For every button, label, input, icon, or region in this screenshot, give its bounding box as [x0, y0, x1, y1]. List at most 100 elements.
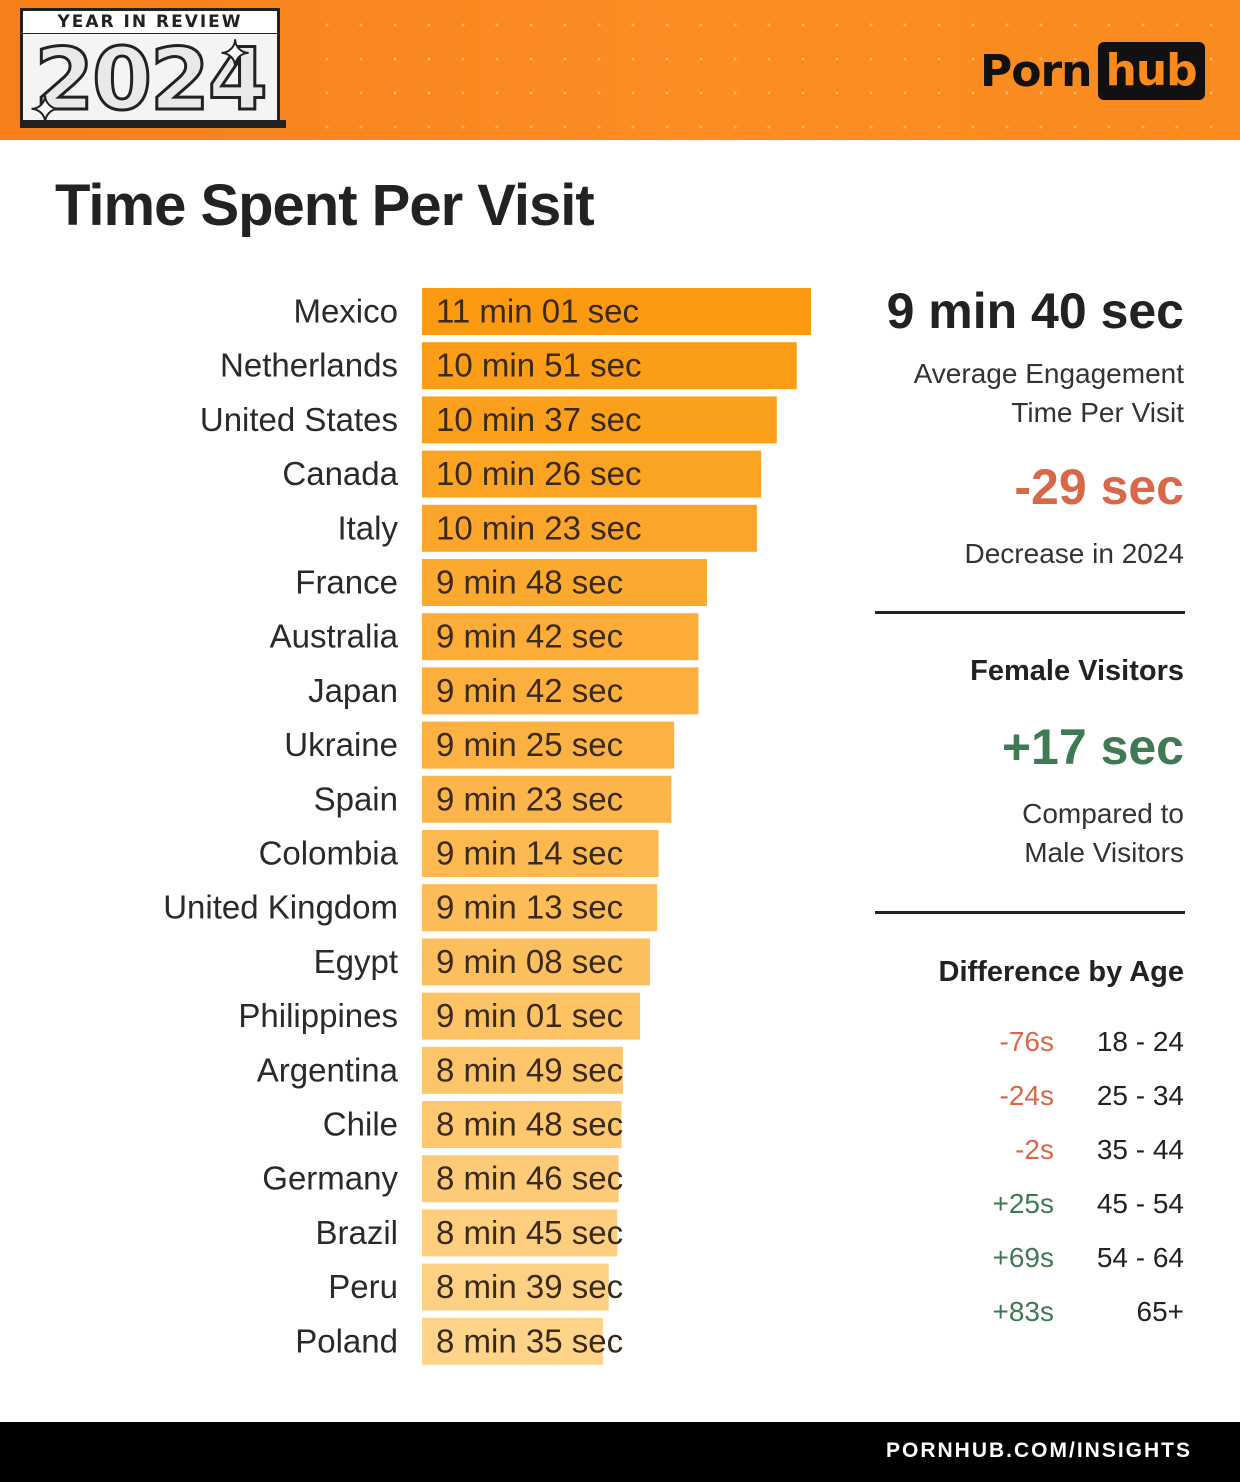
bar — [422, 775, 672, 823]
bar — [422, 504, 757, 552]
country-label: United Kingdom — [163, 889, 398, 926]
bar — [422, 938, 650, 986]
country-label: Colombia — [259, 835, 399, 872]
bar — [422, 992, 641, 1040]
bar-value-label: 9 min 08 sec — [436, 943, 623, 980]
country-label: Netherlands — [220, 347, 398, 384]
bar-chart: Mexico 11 min 01 sec Netherlands 10 min 51 … — [163, 288, 811, 1365]
bar — [422, 830, 659, 877]
average-label-line1: Average Engagement — [913, 358, 1184, 389]
bar — [422, 450, 762, 498]
page-title: Time Spent Per Visit — [55, 173, 595, 238]
country-label: Egypt — [314, 943, 398, 980]
average-label-line2: Time Per Visit — [1011, 397, 1184, 428]
female-visitors-value: +17 sec — [1001, 719, 1184, 775]
country-label: Spain — [314, 780, 398, 817]
bar-value-label: 10 min 26 sec — [436, 455, 641, 492]
footer-bar: PORNHUB.COM/INSIGHTS — [0, 1422, 1240, 1482]
age-row: +69s 54 - 64 — [960, 1242, 1185, 1282]
sparkle-icon: ✦ — [219, 33, 251, 74]
age-range: 65+ — [1136, 1296, 1185, 1327]
bar — [422, 288, 811, 335]
bar-value-label: 9 min 14 sec — [436, 835, 623, 872]
country-label: Chile — [323, 1106, 398, 1143]
bar — [422, 1209, 618, 1257]
age-diff: +25s — [992, 1188, 1055, 1219]
age-range: 35 - 44 — [1096, 1134, 1184, 1165]
bar — [422, 1317, 603, 1365]
yearly-change-value: -29 sec — [1014, 459, 1184, 515]
badge-underline — [20, 120, 286, 128]
bar — [422, 613, 699, 661]
bar — [422, 1101, 622, 1148]
female-label-line2: Male Visitors — [1024, 837, 1184, 868]
bar — [422, 667, 699, 715]
age-diff: -24s — [999, 1080, 1054, 1111]
bar-value-label: 8 min 35 sec — [436, 1322, 623, 1359]
bar-value-label: 11 min 01 sec — [436, 293, 639, 330]
female-label-line1: Compared to — [1022, 798, 1184, 829]
age-diff: +83s — [992, 1296, 1055, 1327]
bar-value-label: 8 min 45 sec — [436, 1214, 623, 1251]
logo-text-right: hub — [1097, 42, 1205, 100]
country-label: Canada — [282, 455, 398, 492]
bar-value-label: 8 min 46 sec — [436, 1160, 623, 1197]
country-label: Mexico — [293, 293, 398, 330]
age-range: 18 - 24 — [1096, 1026, 1184, 1057]
age-range: 45 - 54 — [1096, 1188, 1184, 1219]
bar — [422, 1263, 609, 1311]
badge-label: YEAR IN REVIEW — [20, 8, 280, 36]
logo-text-left: Porn — [980, 45, 1092, 97]
average-time-value: 9 min 40 sec — [886, 283, 1184, 339]
female-visitors-label: Compared to Male Visitors — [1022, 794, 1184, 872]
section-divider — [875, 611, 1185, 614]
country-label: Peru — [328, 1268, 398, 1305]
country-label: Italy — [337, 509, 398, 546]
bar — [422, 342, 797, 390]
bar-value-label: 9 min 25 sec — [436, 726, 623, 763]
bar-value-label: 10 min 37 sec — [436, 401, 641, 438]
country-label: Australia — [270, 618, 399, 655]
bar-value-label: 8 min 39 sec — [436, 1268, 623, 1305]
age-diff: -2s — [1015, 1134, 1054, 1165]
section-divider — [875, 911, 1185, 914]
country-label: Japan — [308, 672, 398, 709]
bar — [422, 884, 658, 932]
bar — [422, 1155, 619, 1203]
bar — [422, 396, 777, 444]
bar-value-label: 9 min 23 sec — [436, 780, 623, 817]
bar-value-label: 10 min 23 sec — [436, 509, 641, 546]
age-diff: -76s — [999, 1026, 1054, 1057]
country-label: France — [295, 564, 398, 601]
header-banner: YEAR IN REVIEW 2024 ✦ ✦ Porn hub — [0, 0, 1240, 140]
age-row: +25s 45 - 54 — [960, 1188, 1185, 1228]
dot-pattern — [300, 0, 1240, 140]
year-in-review-badge: YEAR IN REVIEW 2024 ✦ ✦ — [20, 8, 286, 130]
bar-value-label: 9 min 48 sec — [436, 564, 623, 601]
age-row: -2s 35 - 44 — [960, 1134, 1184, 1174]
bar-value-label: 9 min 01 sec — [436, 997, 623, 1034]
country-label: Poland — [295, 1322, 398, 1359]
age-range: 25 - 34 — [1096, 1080, 1184, 1111]
insights-link[interactable]: PORNHUB.COM/INSIGHTS — [885, 1439, 1192, 1462]
country-label: Brazil — [315, 1214, 398, 1251]
average-time-label: Average Engagement Time Per Visit — [914, 354, 1184, 432]
bar — [422, 1046, 623, 1094]
bar-value-label: 10 min 51 sec — [436, 347, 641, 384]
bar-value-label: 8 min 49 sec — [436, 1051, 623, 1088]
age-row: -24s 25 - 34 — [960, 1080, 1184, 1120]
country-label: Ukraine — [284, 726, 398, 763]
country-label: Germany — [262, 1160, 398, 1197]
brand-logo: Porn hub — [980, 42, 1205, 100]
bar — [422, 721, 675, 769]
yearly-change-label: Decrease in 2024 — [964, 538, 1184, 569]
country-label: United States — [200, 401, 398, 438]
bar-value-label: 9 min 42 sec — [436, 672, 623, 709]
bar — [422, 559, 707, 606]
sparkle-icon: ✦ — [29, 89, 61, 130]
age-difference-heading: Difference by Age — [938, 956, 1185, 988]
bar-value-label: 8 min 48 sec — [436, 1106, 623, 1143]
age-range: 54 - 64 — [1096, 1242, 1184, 1273]
age-diff: +69s — [992, 1242, 1055, 1273]
bar-value-label: 9 min 42 sec — [436, 618, 623, 655]
